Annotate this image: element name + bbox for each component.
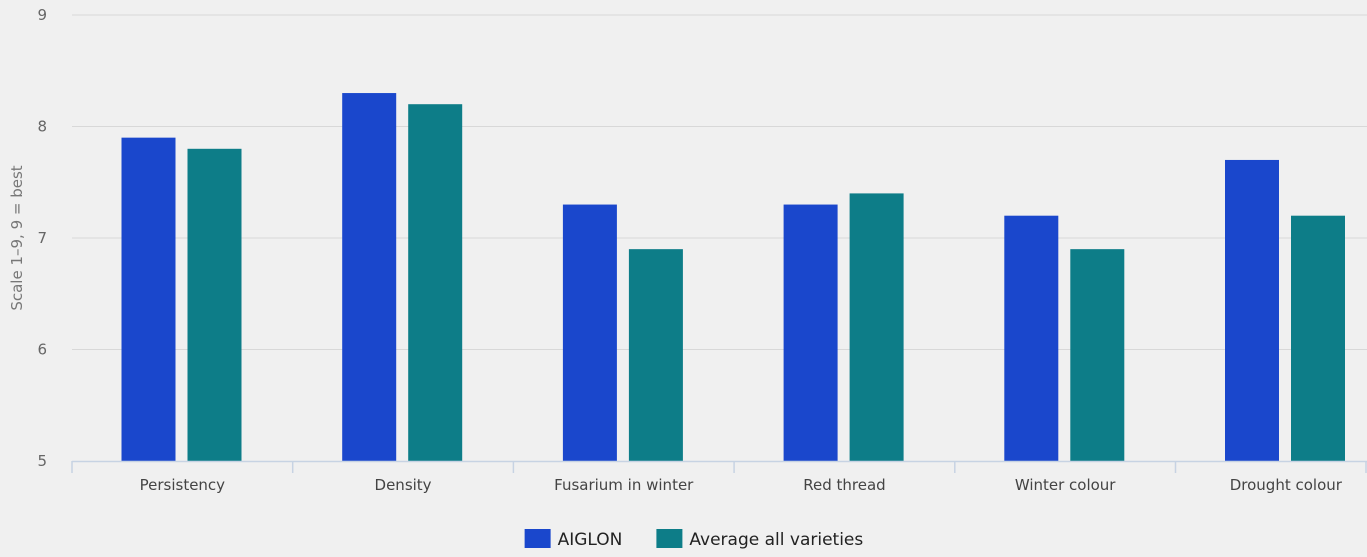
legend-item-average[interactable]: Average all varieties <box>656 529 863 550</box>
bar-average-4[interactable] <box>1070 249 1125 461</box>
y-tick-label: 6 <box>37 341 47 359</box>
y-tick-label: 8 <box>37 118 47 136</box>
x-tick-label: Drought colour <box>1230 476 1343 494</box>
bar-aiglon-4[interactable] <box>1004 215 1059 461</box>
x-tick-label: Winter colour <box>1015 476 1116 494</box>
bars <box>121 93 1345 462</box>
x-axis <box>71 460 1367 473</box>
bar-aiglon-1[interactable] <box>342 93 397 462</box>
bar-aiglon-2[interactable] <box>562 204 617 462</box>
legend-item-aiglon[interactable]: AIGLON <box>524 529 623 550</box>
bar-average-5[interactable] <box>1291 215 1345 461</box>
y-axis-ticks: 5 6 7 8 9 <box>37 6 47 470</box>
bar-average-0[interactable] <box>187 148 242 462</box>
legend-swatch <box>656 529 683 548</box>
bar-average-2[interactable] <box>628 249 683 461</box>
y-tick-label: 5 <box>37 452 47 470</box>
y-axis-title: Scale 1–9, 9 = best <box>8 165 26 310</box>
bar-aiglon-0[interactable] <box>121 137 176 461</box>
x-tick-label: Fusarium in winter <box>554 476 694 494</box>
legend-label: Average all varieties <box>689 530 863 550</box>
legend-swatch <box>524 529 551 548</box>
y-tick-label: 7 <box>37 229 47 247</box>
x-tick-label: Persistency <box>140 476 226 494</box>
bar-average-1[interactable] <box>408 104 463 461</box>
y-tick-label: 9 <box>37 6 47 24</box>
grid-lines <box>72 14 1367 350</box>
legend-label: AIGLON <box>558 530 623 550</box>
x-axis-labels: Persistency Density Fusarium in winter Red … <box>140 476 1343 494</box>
legend: AIGLON Average all varieties <box>524 529 863 550</box>
bar-aiglon-3[interactable] <box>783 204 838 462</box>
bar-average-3[interactable] <box>849 193 904 461</box>
bar-aiglon-5[interactable] <box>1225 159 1279 461</box>
x-tick-label: Red thread <box>803 476 885 494</box>
x-tick-label: Density <box>375 476 432 494</box>
